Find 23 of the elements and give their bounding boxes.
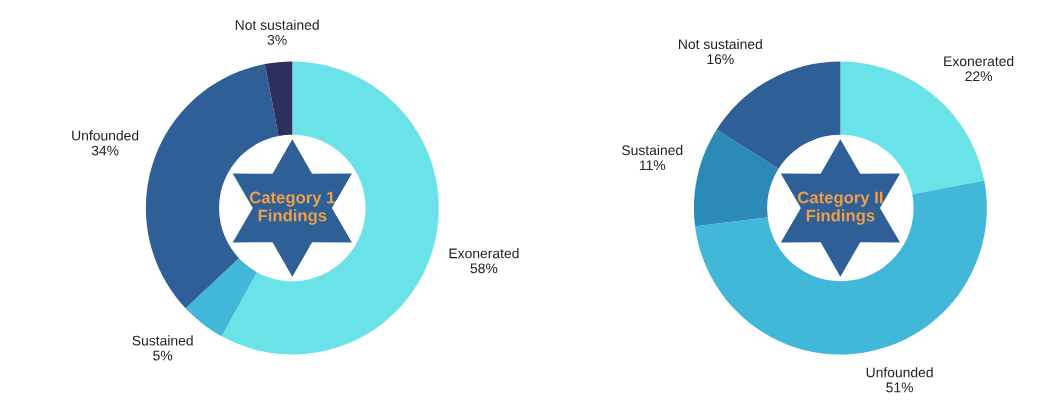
slice-label: Unfounded [866, 367, 933, 378]
data-label: 22% [965, 71, 993, 82]
donut-slice [693, 129, 779, 227]
data-label: 58% [470, 263, 498, 274]
data-label: 34% [91, 145, 119, 156]
slice-label: Exonerated [944, 55, 1014, 67]
donut-slice [221, 61, 439, 355]
slice-label: Not sustained [678, 38, 762, 50]
slice-label: Unfounded [72, 130, 139, 141]
donut-slice [185, 258, 258, 337]
slice-label: Not sustained [235, 19, 319, 30]
data-label: 51% [886, 382, 913, 393]
data-label: 3% [267, 35, 287, 45]
slice-label: Exonerated [449, 248, 519, 259]
slice-label: Sustained [622, 144, 683, 156]
slice-label: Sustained [132, 335, 193, 346]
text: Category 1 Findings [249, 191, 335, 225]
donut-slice [695, 180, 987, 355]
data-label: 5% [153, 350, 173, 361]
data-label: 11% [639, 160, 666, 171]
data-label: 16% [707, 54, 734, 65]
donut-slice [264, 61, 293, 137]
text: Category II Findings [798, 191, 883, 225]
